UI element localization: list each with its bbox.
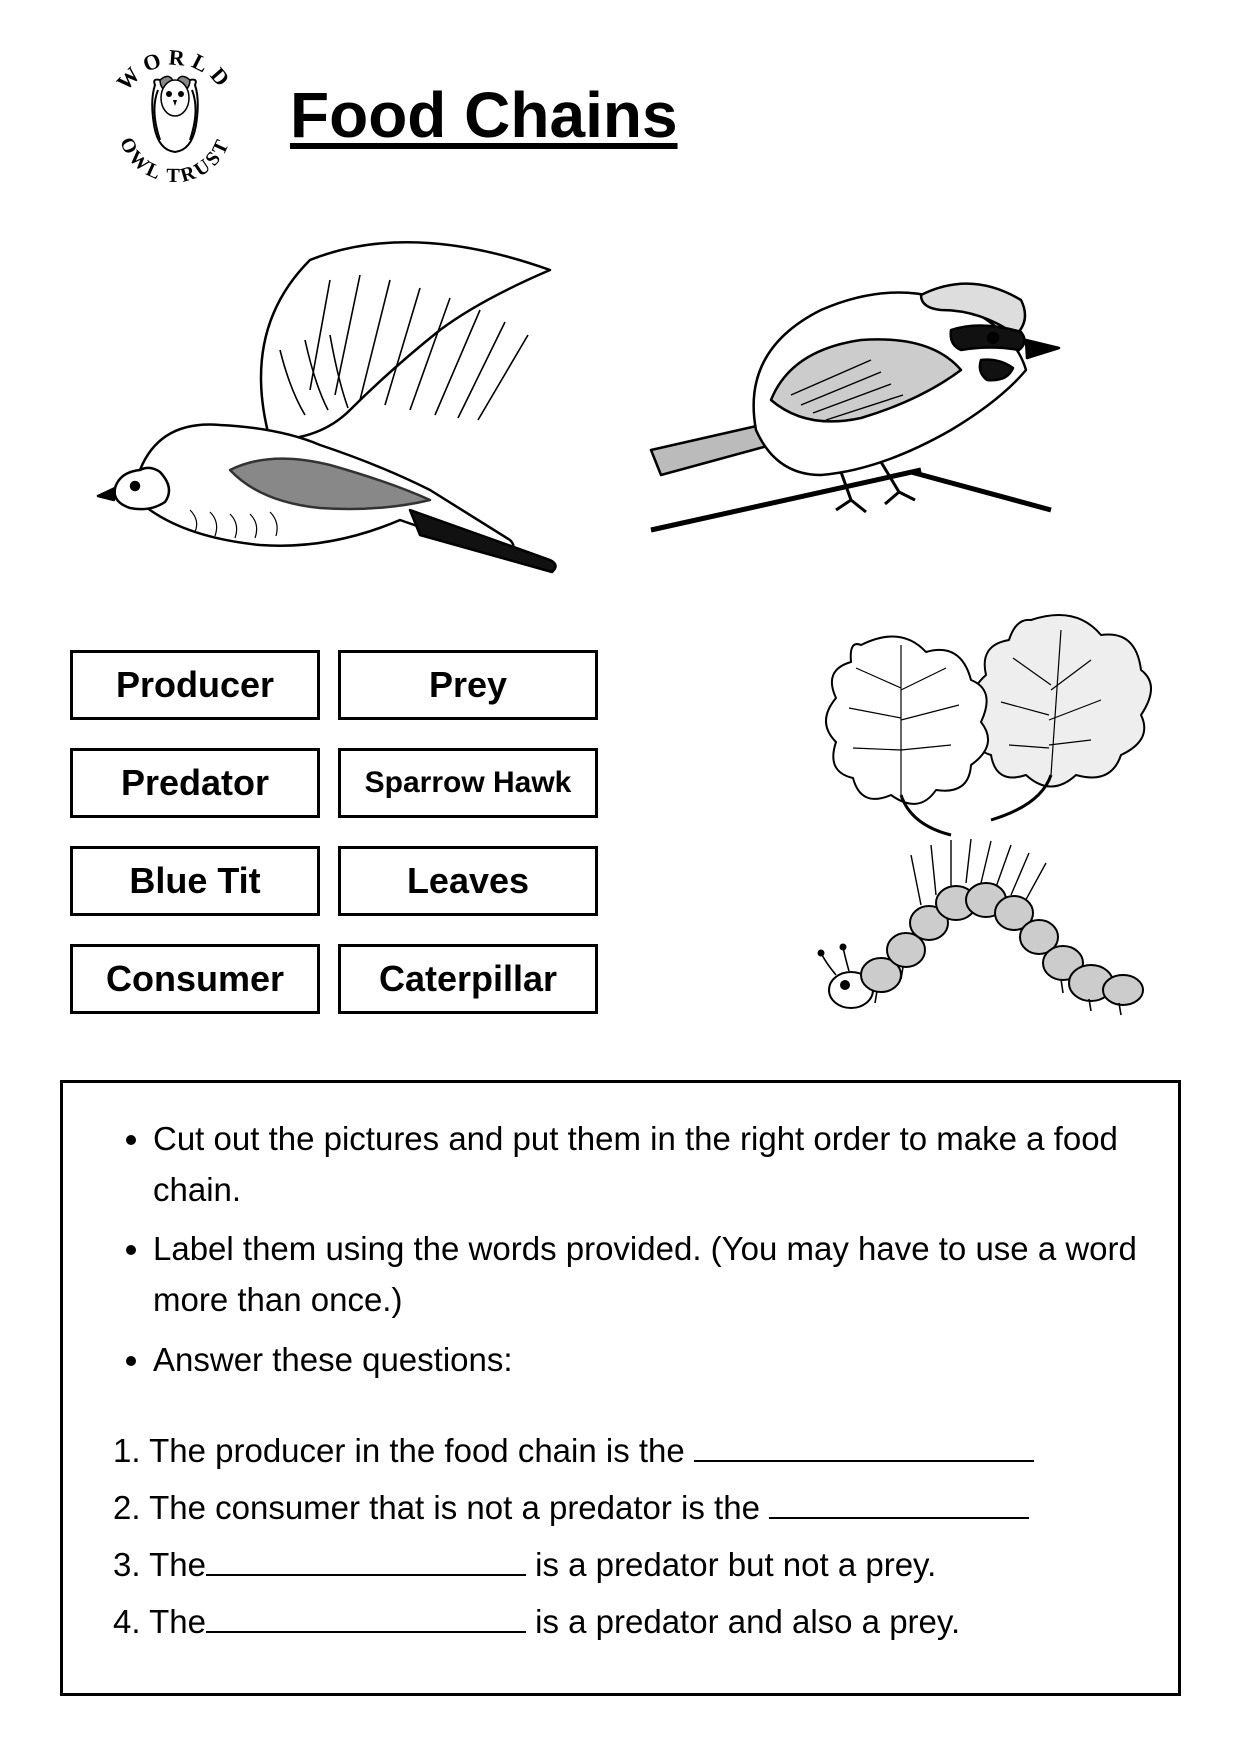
question-list: 1. The producer in the food chain is the… <box>103 1425 1138 1648</box>
instruction-item: Cut out the pictures and put them in the… <box>153 1113 1138 1215</box>
q1-text: 1. The producer in the food chain is the <box>113 1432 694 1469</box>
owl-icon <box>152 76 198 152</box>
q2-text: 2. The consumer that is not a predator i… <box>113 1489 769 1526</box>
caterpillar-illustration <box>811 835 1151 1040</box>
question-box: Cut out the pictures and put them in the… <box>60 1080 1181 1696</box>
question-4: 4. The is a predator and also a prey. <box>113 1596 1138 1647</box>
word-box-consumer: Consumer <box>70 944 320 1014</box>
q4-text-pre: 4. The <box>113 1603 206 1640</box>
word-box-caterpillar: Caterpillar <box>338 944 598 1014</box>
right-illustrations <box>628 650 1181 1030</box>
page-title: Food Chains <box>290 78 678 152</box>
fill-blank[interactable] <box>206 1543 526 1576</box>
word-box-blue-tit: Blue Tit <box>70 846 320 916</box>
oak-leaves-illustration <box>791 590 1171 855</box>
instruction-item: Answer these questions: <box>153 1334 1138 1385</box>
word-box-grid: Producer Prey Predator Sparrow Hawk Blue… <box>70 650 598 1030</box>
word-box-sparrow-hawk: Sparrow Hawk <box>338 748 598 818</box>
word-box-prey: Prey <box>338 650 598 720</box>
question-1: 1. The producer in the food chain is the <box>113 1425 1138 1476</box>
word-box-leaves: Leaves <box>338 846 598 916</box>
fill-blank[interactable] <box>769 1486 1029 1519</box>
q4-text-post: is a predator and also a prey. <box>526 1603 960 1640</box>
question-2: 2. The consumer that is not a predator i… <box>113 1482 1138 1533</box>
fill-blank[interactable] <box>694 1429 1034 1462</box>
mid-row: Producer Prey Predator Sparrow Hawk Blue… <box>60 650 1181 1030</box>
word-box-predator: Predator <box>70 748 320 818</box>
instruction-item: Label them using the words provided. (Yo… <box>153 1223 1138 1325</box>
question-3: 3. The is a predator but not a prey. <box>113 1539 1138 1590</box>
world-owl-trust-logo: WORLD OWL TRUST <box>100 40 250 190</box>
instruction-list: Cut out the pictures and put them in the… <box>103 1113 1138 1385</box>
top-illustrations <box>60 200 1181 640</box>
blue-tit-illustration <box>621 200 1101 565</box>
header: WORLD OWL TRUST Food Chains <box>60 40 1181 190</box>
fill-blank[interactable] <box>206 1600 526 1633</box>
q3-text-pre: 3. The <box>113 1546 206 1583</box>
q3-text-post: is a predator but not a prey. <box>526 1546 936 1583</box>
word-box-producer: Producer <box>70 650 320 720</box>
sparrow-hawk-illustration <box>80 210 640 635</box>
